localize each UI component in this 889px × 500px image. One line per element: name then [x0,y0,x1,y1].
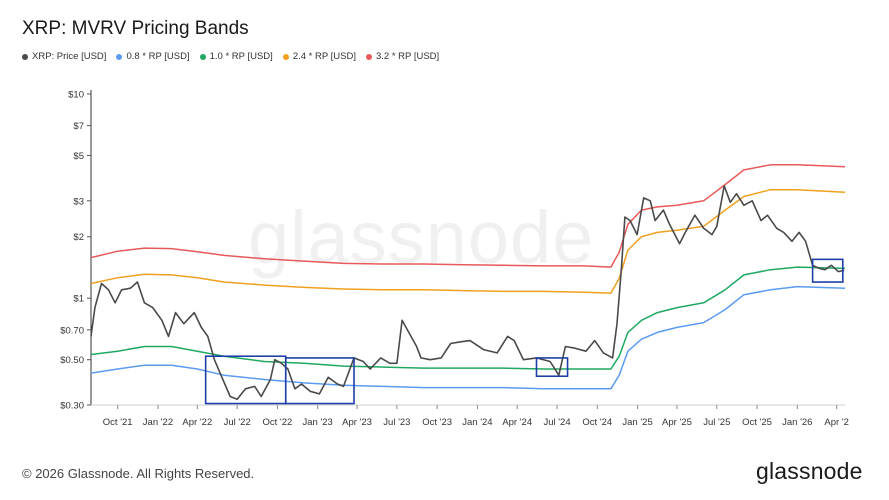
y-tick-label: $1 [73,294,84,305]
legend-item-2-4-rp[interactable]: 2.4 * RP [USD] [282,51,356,62]
legend-label-0-8-rp: 0.8 * RP [USD] [126,51,190,62]
x-tick-label: Apr '2 [824,417,849,428]
series-line-1-0-rp-usd [90,266,846,370]
legend-item-1-0-rp[interactable]: 1.0 * RP [USD] [199,51,273,62]
legend-dot-0-8-rp [116,53,123,60]
x-tick-label: Apr '24 [502,417,532,428]
y-tick-label: $2 [73,232,84,243]
x-tick-label: Oct '25 [742,417,772,428]
x-tick-label: Jan '25 [622,417,652,428]
highlight-box [284,357,355,405]
y-tick-label: $0.30 [60,401,84,412]
highlight-box [811,258,844,283]
chart-canvas: $10 $7 $5 $3 $2 $1 $0.70 $0.50 $0.30 Oct '21 Jan '… [60,90,849,429]
series-line-3-2-rp-usd [90,164,846,268]
y-tick-label: $3 [73,196,84,207]
x-tick-label: Oct '22 [263,417,293,428]
legend: XRP: Price [USD] 0.8 * RP [USD] 1.0 * RP… [22,51,439,62]
legend-item-0-8-rp[interactable]: 0.8 * RP [USD] [116,51,190,62]
legend-item-price[interactable]: XRP: Price [USD] [22,51,106,62]
x-tick-label: Oct '21 [103,417,133,428]
series-line-0-8-rp-usd [90,285,846,390]
y-tick-label: $7 [73,121,84,132]
x-tick-label: Apr '25 [662,417,692,428]
brand-logo: glassnode [756,458,863,484]
series-line-xrp-price-usd [90,185,845,401]
legend-label-1-0-rp: 1.0 * RP [USD] [209,51,273,62]
x-tick-label: Jan '24 [462,417,492,428]
legend-item-3-2-rp[interactable]: 3.2 * RP [USD] [366,51,439,62]
x-tick-label: Jul '22 [224,417,251,428]
x-tick-label: Jan '23 [303,417,333,428]
legend-dot-1-0-rp [199,53,206,60]
x-tick-label: Jul '24 [543,417,570,428]
legend-label-3-2-rp: 3.2 * RP [USD] [376,51,440,62]
series-line-2-4-rp-usd [90,188,846,294]
x-tick-label: Jan '26 [782,417,812,428]
y-tick-label: $5 [73,151,84,162]
y-tick-label: $10 [68,90,84,101]
legend-dot-price [22,53,28,60]
legend-dot-2-4-rp [282,53,289,60]
copyright-text: © 2026 Glassnode. All Rights Reserved. [22,466,255,481]
x-tick-label: Apr '22 [182,417,212,428]
x-tick-label: Oct '23 [422,417,452,428]
x-tick-label: Jul '23 [383,417,410,428]
highlight-box [535,357,569,378]
x-tick-label: Jul '25 [703,417,730,428]
x-tick-label: Jan '22 [143,417,173,428]
y-tick-label: $0.70 [60,325,84,336]
x-tick-label: Oct '24 [582,417,612,428]
legend-label-price: XRP: Price [USD] [32,51,107,62]
legend-dot-3-2-rp [366,53,372,60]
page-title: XRP: MVRV Pricing Bands [22,18,249,39]
x-tick-label: Apr '23 [342,417,372,428]
legend-label-2-4-rp: 2.4 * RP [USD] [292,51,356,62]
y-tick-label: $0.50 [60,355,84,366]
